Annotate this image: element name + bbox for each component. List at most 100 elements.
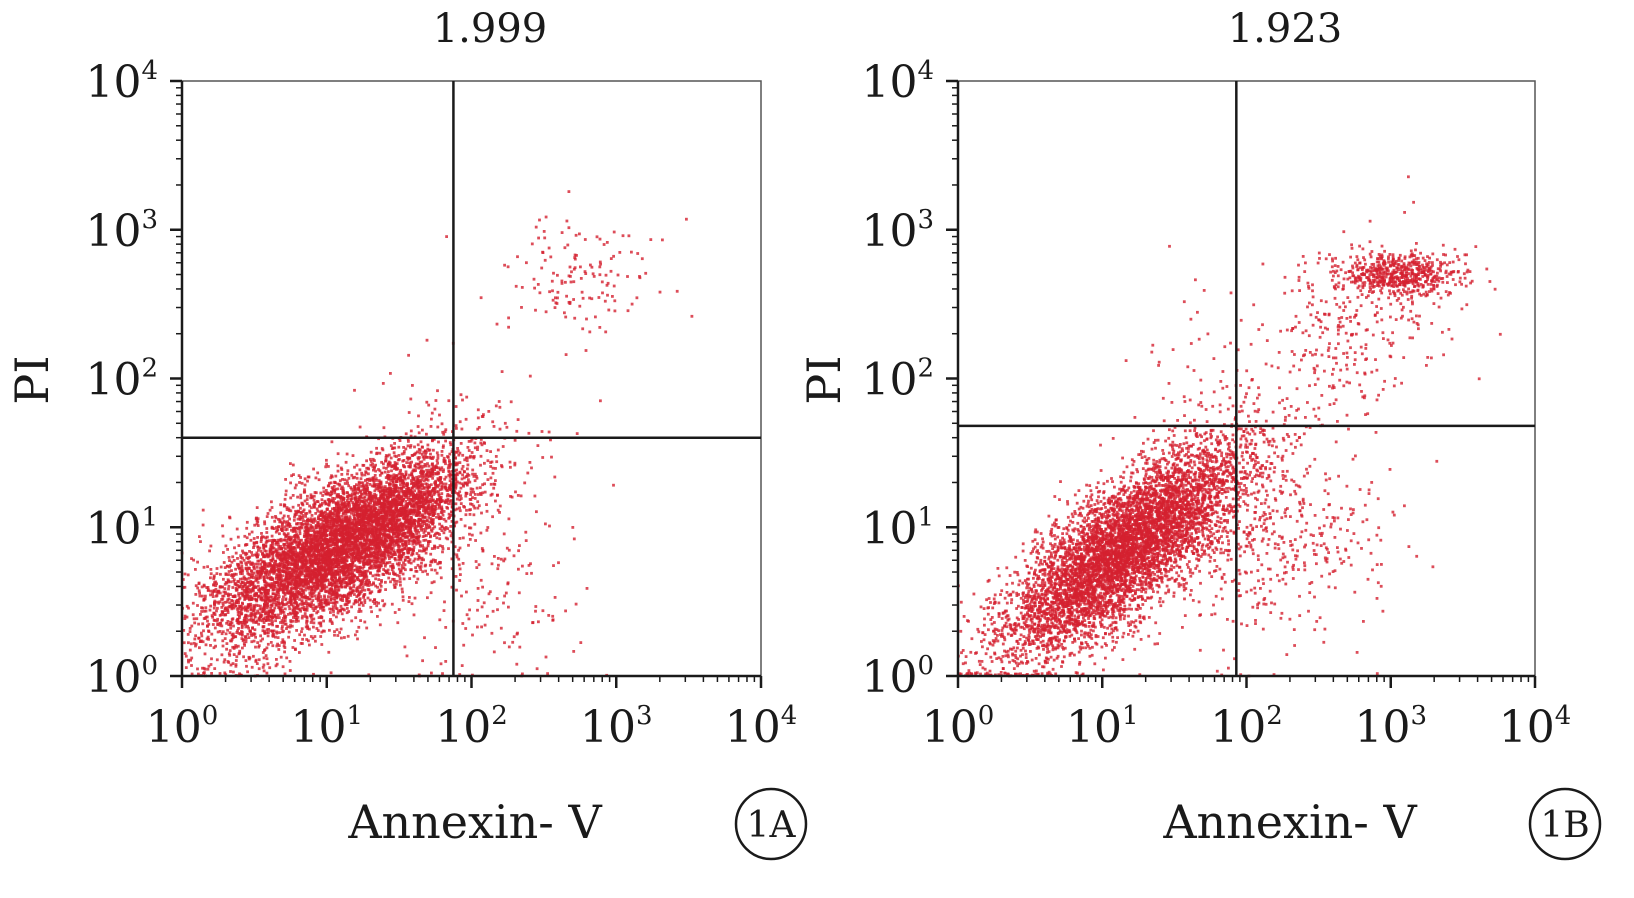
data-point	[310, 553, 314, 557]
data-point	[436, 546, 440, 549]
data-point	[316, 520, 320, 524]
data-point	[440, 517, 443, 520]
data-point	[207, 664, 211, 668]
data-point	[284, 597, 288, 601]
data-point	[243, 598, 246, 601]
data-point	[261, 629, 265, 633]
data-point	[332, 529, 336, 532]
data-point	[294, 585, 297, 588]
data-point	[282, 503, 286, 507]
data-point	[386, 553, 390, 557]
data-point	[296, 517, 300, 521]
data-point	[294, 549, 297, 552]
data-point	[260, 536, 263, 540]
data-point	[343, 505, 347, 509]
data-point	[426, 443, 430, 447]
data-point	[226, 628, 229, 632]
data-point	[227, 556, 231, 559]
data-point	[248, 550, 251, 553]
data-point	[264, 594, 268, 598]
data-point	[404, 472, 408, 476]
data-point	[454, 502, 458, 506]
data-point	[381, 561, 385, 565]
data-point	[231, 586, 235, 589]
data-point	[448, 499, 452, 503]
data-point	[214, 644, 217, 648]
data-point	[215, 619, 219, 623]
data-point	[304, 586, 308, 589]
data-point	[242, 642, 246, 645]
data-point	[223, 658, 227, 662]
data-point	[244, 625, 248, 629]
data-point	[422, 490, 426, 494]
data-point	[320, 522, 324, 526]
data-point	[290, 562, 294, 566]
data-point	[281, 625, 284, 628]
data-point	[382, 558, 386, 562]
data-point	[403, 558, 407, 562]
data-point	[310, 585, 313, 589]
data-point	[355, 553, 358, 557]
data-point	[239, 572, 242, 576]
data-point	[245, 520, 249, 524]
data-point	[396, 524, 399, 528]
data-point	[381, 554, 385, 558]
data-point	[389, 456, 393, 460]
data-point	[385, 481, 389, 484]
data-point	[306, 522, 310, 525]
data-point	[327, 650, 331, 654]
data-point	[303, 488, 306, 492]
data-point	[320, 603, 323, 607]
data-point	[458, 461, 462, 464]
data-point	[254, 517, 258, 521]
data-point	[278, 631, 281, 634]
data-point	[434, 559, 437, 562]
data-point	[421, 524, 425, 527]
data-point	[228, 631, 232, 635]
data-point	[366, 477, 370, 481]
data-point	[305, 577, 309, 581]
data-point	[318, 523, 322, 526]
data-point	[259, 558, 263, 561]
data-point	[296, 551, 300, 555]
data-point	[265, 671, 269, 675]
data-point	[303, 564, 307, 568]
data-point	[332, 485, 336, 488]
data-point	[313, 576, 317, 580]
data-point	[299, 496, 303, 500]
data-point	[393, 454, 397, 458]
data-point	[431, 439, 434, 443]
data-point	[245, 587, 249, 591]
data-point	[201, 606, 204, 610]
data-point	[345, 507, 348, 511]
data-point	[211, 623, 215, 626]
data-point	[363, 620, 367, 624]
data-point	[382, 573, 386, 576]
data-point	[339, 604, 343, 608]
data-point	[330, 593, 334, 597]
data-point	[398, 537, 402, 541]
data-point	[275, 597, 279, 600]
data-point	[316, 532, 320, 536]
data-point	[239, 607, 243, 611]
data-point	[237, 627, 240, 630]
data-point	[237, 597, 241, 601]
data-point	[261, 619, 264, 623]
data-point	[446, 455, 449, 458]
data-point	[304, 515, 307, 518]
data-point	[263, 596, 267, 600]
data-point	[274, 664, 278, 668]
data-point	[486, 459, 490, 463]
data-point	[328, 607, 332, 611]
data-point	[309, 635, 313, 638]
data-point	[314, 555, 318, 559]
data-point	[373, 499, 376, 503]
data-point	[494, 479, 497, 482]
data-point	[276, 642, 279, 646]
data-point	[234, 635, 238, 639]
data-point	[332, 517, 336, 521]
data-point	[240, 605, 243, 608]
data-point	[298, 583, 301, 586]
data-point	[253, 553, 257, 557]
data-point	[243, 578, 247, 581]
